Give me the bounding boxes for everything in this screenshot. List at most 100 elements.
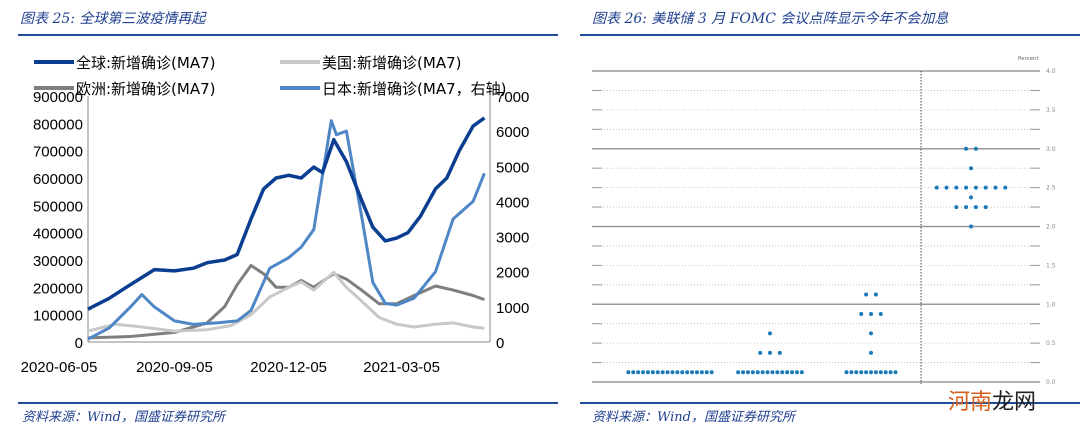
dot [859,311,864,316]
series-line-4 [87,119,486,341]
series-line-2 [87,270,485,333]
dot [631,370,636,375]
right-tick-label: 5000 [496,159,529,176]
dot [777,350,782,355]
left-tick-label: 700000 [33,144,83,161]
dot-y-tick-label: 0.0 [1046,379,1056,386]
right-tick-label: 0 [496,335,504,352]
dot [780,370,785,375]
left-title-rule [18,34,558,36]
dot [964,185,969,190]
left-tick-label: 300000 [33,253,83,270]
dot [641,370,646,375]
dot-y-tick-label: 2.0 [1046,224,1056,231]
dot [768,350,772,355]
dot [765,370,770,375]
dot [665,370,670,375]
dot [954,205,959,210]
dot [760,370,765,375]
dot [650,370,655,375]
left-tick-label: 200000 [33,280,83,297]
dot [785,370,790,375]
x-tick-label: 2020-09-05 [136,359,213,376]
x-tick-label: 2021-03-05 [363,359,440,376]
dot [973,146,978,151]
left-source: 资料来源：Wind，国盛证券研究所 [22,410,225,425]
left-tick-label: 0 [75,335,83,352]
dot [736,370,741,375]
dot [1003,185,1008,190]
dot [768,331,772,336]
series-line-1 [87,116,486,311]
right-tick-label: 3000 [496,230,529,247]
right-source-rule [580,402,1080,404]
legend-label: 全球:新增确诊(MA7) [76,54,216,72]
dot [893,370,898,375]
dot [969,195,973,200]
dot [869,350,873,355]
dot [741,370,746,375]
left-tick-label: 400000 [33,226,83,243]
dot [878,370,883,375]
dot [790,370,795,375]
dot [869,311,873,316]
left-tick-label: 600000 [33,171,83,188]
dot [755,370,760,375]
dot [873,370,878,375]
dot [983,185,988,190]
right-source: 资料来源：Wind，国盛证券研究所 [592,410,795,425]
dot [670,370,675,375]
dot [973,205,978,210]
dot [864,370,869,375]
legend-label: 欧洲:新增确诊(MA7) [76,80,216,98]
dot [878,311,883,316]
dot-y-tick-label: 2.5 [1046,185,1056,192]
dot [626,370,631,375]
left-tick-label: 800000 [33,116,83,133]
dot [745,370,750,375]
dot [888,370,893,375]
dot-y-tick-label: 0.5 [1046,340,1056,347]
dot [944,185,949,190]
left-chart-title: 图表 25: 全球第三波疫情再起 [20,11,206,27]
dot [660,370,665,375]
dot [844,370,849,375]
dot [636,370,641,375]
x-tick-label: 2020-06-05 [21,359,98,376]
dot [690,370,695,375]
dot [864,292,869,297]
dot [694,370,699,375]
dot-y-tick-label: 3.0 [1046,146,1056,153]
dot [680,370,685,375]
dot [685,370,690,375]
dot [973,185,978,190]
dot [655,370,660,375]
dot [750,370,755,375]
left-source-rule [18,402,558,404]
right-title-rule [580,34,1080,36]
dot [969,166,973,171]
dot [934,185,939,190]
right-tick-label: 2000 [496,265,529,282]
dot-y-tick-label: 4.0 [1046,68,1056,75]
dot [873,292,878,297]
dot [883,370,888,375]
x-tick-label: 2020-12-05 [250,359,327,376]
dot [859,370,864,375]
dot [675,370,680,375]
right-tick-label: 7000 [496,89,529,106]
watermark: 河南龙网 [948,390,1037,415]
right-tick-label: 1000 [496,300,529,317]
dot-y-label: Percent [1018,56,1040,62]
dot [699,370,704,375]
right-tick-label: 4000 [496,194,529,211]
left-tick-label: 100000 [33,308,83,325]
dot [709,370,714,375]
dot [770,370,775,375]
dot-y-tick-label: 1.0 [1046,301,1056,308]
dot [758,350,763,355]
dot [645,370,650,375]
dot [964,146,969,151]
dot [854,370,859,375]
dot [869,370,873,375]
